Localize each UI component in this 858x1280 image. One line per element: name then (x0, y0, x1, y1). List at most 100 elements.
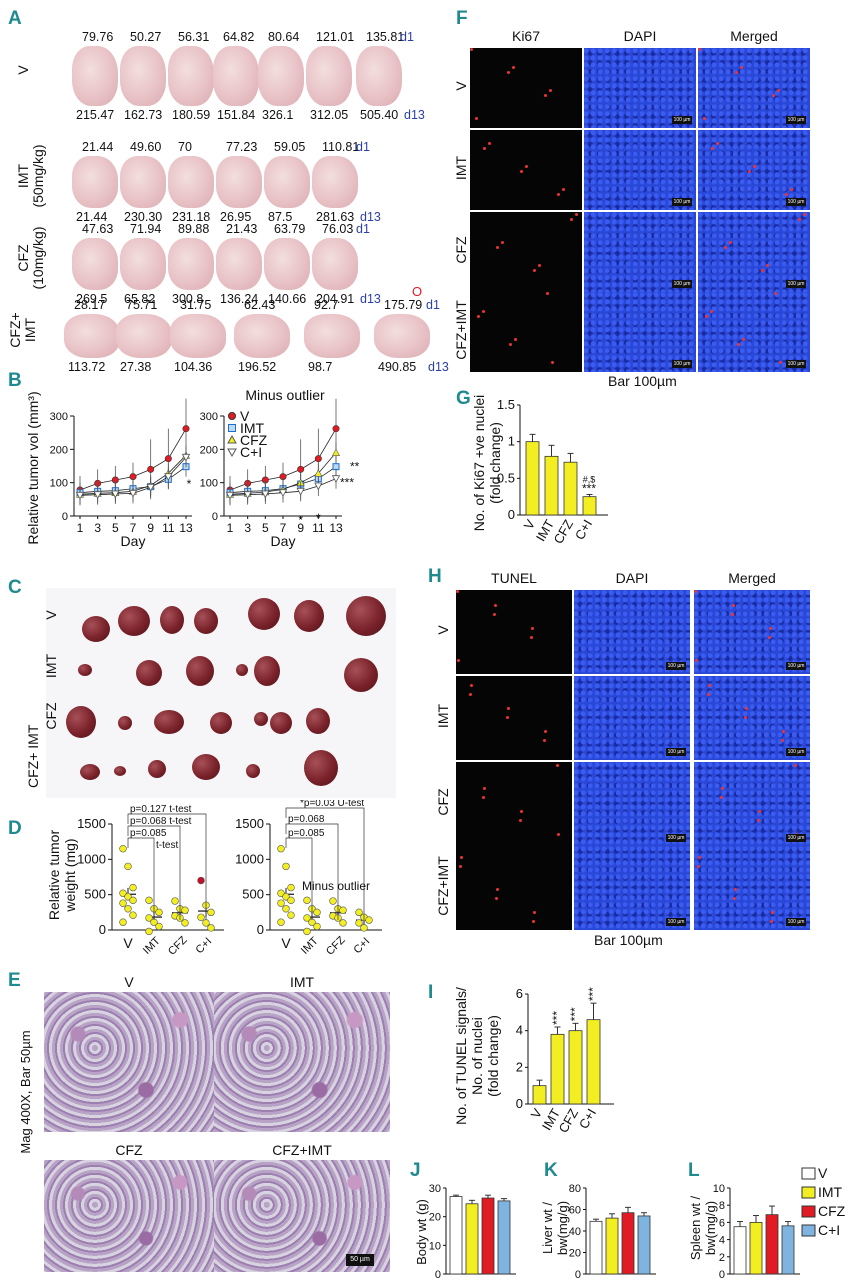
scale-bar: 100 µm (666, 834, 686, 842)
tumor-specimen (80, 764, 100, 780)
panel-label-i: I (428, 982, 434, 1003)
x-tick-label: 5 (112, 521, 119, 535)
y-axis-label: No. of TUNEL signals/ (453, 987, 469, 1125)
red-nucleus (483, 787, 486, 790)
data-point (355, 919, 363, 927)
red-nucleus (710, 310, 713, 313)
mouse-photo (374, 314, 430, 358)
panel-a-d13-label: d13 (360, 292, 381, 306)
legend-label: CFZ (240, 432, 268, 448)
mouse-photo (356, 46, 402, 106)
panel-a-d13-volume: 490.85 (378, 360, 417, 374)
red-nucleus (771, 911, 774, 914)
data-point (339, 919, 347, 927)
legend-marker-IMT (228, 424, 236, 432)
panel-a-group-name: V (15, 65, 31, 75)
red-nucleus (758, 810, 761, 813)
row-label: V (453, 81, 469, 91)
red-nucleus (768, 636, 771, 639)
panel-a-d1-volume: 31.75 (180, 298, 212, 312)
panel-a-d13-volume: 98.7 (308, 360, 333, 374)
y-axis-label: (fold change) (485, 1015, 501, 1097)
panel-a-d1-volume: 62.43 (244, 298, 276, 312)
he-stain-image (44, 1160, 214, 1272)
y-tick-label: 6 (516, 986, 523, 1001)
he-stain-image (214, 1160, 390, 1272)
point-C+I (111, 490, 120, 499)
red-nucleus (777, 89, 780, 92)
bar-CFZ (563, 461, 578, 516)
red-nucleus (488, 142, 491, 145)
column-header-merged: Merged (730, 28, 778, 44)
mouse-photo (216, 238, 262, 290)
panel-a-d13-volume: 21.44 (76, 210, 108, 224)
scale-bar: 100 µm (786, 834, 806, 842)
data-point (129, 883, 137, 892)
y-tick-label: 1500 (77, 816, 106, 831)
tumor-specimen (82, 616, 110, 642)
data-point (303, 896, 311, 905)
mouse-photo (120, 46, 166, 106)
panel-c-row-label: CFZ (43, 702, 59, 730)
red-nucleus (703, 117, 706, 120)
data-point (124, 893, 132, 901)
y-tick-label: 20 (569, 1248, 581, 1260)
bar-IMT (605, 1217, 619, 1275)
y-tick-label: 40 (569, 1226, 581, 1238)
dapi-image: 100 µm (574, 676, 690, 760)
mouse-photo (72, 46, 118, 106)
merged-image: 100 µm (698, 292, 810, 372)
red-nucleus (538, 264, 541, 267)
data-point (277, 899, 285, 907)
panel-label-b: B (8, 370, 22, 391)
bar-V (532, 1085, 547, 1105)
data-point (119, 899, 127, 907)
panel-a-d1-volume: 59.05 (274, 140, 306, 154)
red-nucleus (785, 193, 788, 196)
he-stain-image (214, 992, 390, 1132)
red-nucleus (698, 48, 701, 51)
scale-bar: 100 µm (786, 748, 806, 756)
sig-bracket (127, 825, 181, 920)
legend-label: IMT (818, 1184, 843, 1200)
y-tick-label: 0 (508, 507, 515, 522)
mouse-photo (170, 314, 226, 358)
merged-image: 100 µm (694, 590, 810, 674)
bar-CFZ (765, 1214, 779, 1275)
tumor-specimen (254, 712, 268, 726)
panel-a-d13-volume: 180.59 (172, 108, 211, 122)
tumor-specimen (306, 708, 330, 734)
red-nucleus (575, 213, 578, 216)
column-header-dapi: DAPI (623, 28, 657, 44)
point-V (297, 465, 305, 473)
panel-a-d13-volume: 27.38 (120, 360, 152, 374)
red-nucleus (716, 142, 719, 145)
red-nucleus (781, 739, 784, 742)
dapi-image: 100 µm (584, 292, 696, 372)
mouse-photo (234, 314, 290, 358)
dapi-image: 100 µm (584, 48, 696, 128)
panel-a-d1-label: d1 (356, 140, 370, 154)
x-tick-label: CFZ (166, 934, 190, 958)
panel-label-c: C (8, 577, 22, 598)
panel-a-d13-volume: 215.47 (76, 108, 115, 122)
panel-c-row-label: CFZ+ IMT (25, 724, 41, 788)
row-label: CFZ+IMT (453, 300, 469, 360)
scale-bar: 100 µm (666, 662, 686, 670)
data-point (207, 924, 215, 932)
red-nucleus (477, 315, 480, 318)
y-tick-label: 0.5 (497, 470, 515, 485)
y-tick-label: 30 (429, 1183, 441, 1195)
y-tick-label: 6 (719, 1217, 725, 1229)
x-tick-label: CFZ (324, 934, 348, 958)
red-nucleus (514, 338, 517, 341)
panel-a-d13-label: d13 (360, 210, 381, 224)
panel-e-image-title: IMT (289, 974, 315, 990)
panel-a-d1-volume: 92.7 (314, 298, 339, 312)
data-point (313, 922, 321, 931)
sig-bracket (285, 807, 365, 920)
bar-C+I (582, 496, 597, 516)
y-tick-label: 0 (719, 1269, 725, 1280)
